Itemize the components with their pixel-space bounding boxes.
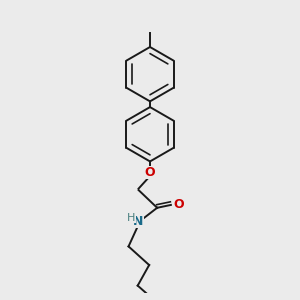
Text: N: N [134, 215, 144, 228]
Text: O: O [174, 198, 184, 212]
Text: O: O [145, 166, 155, 179]
Text: H: H [127, 213, 136, 224]
